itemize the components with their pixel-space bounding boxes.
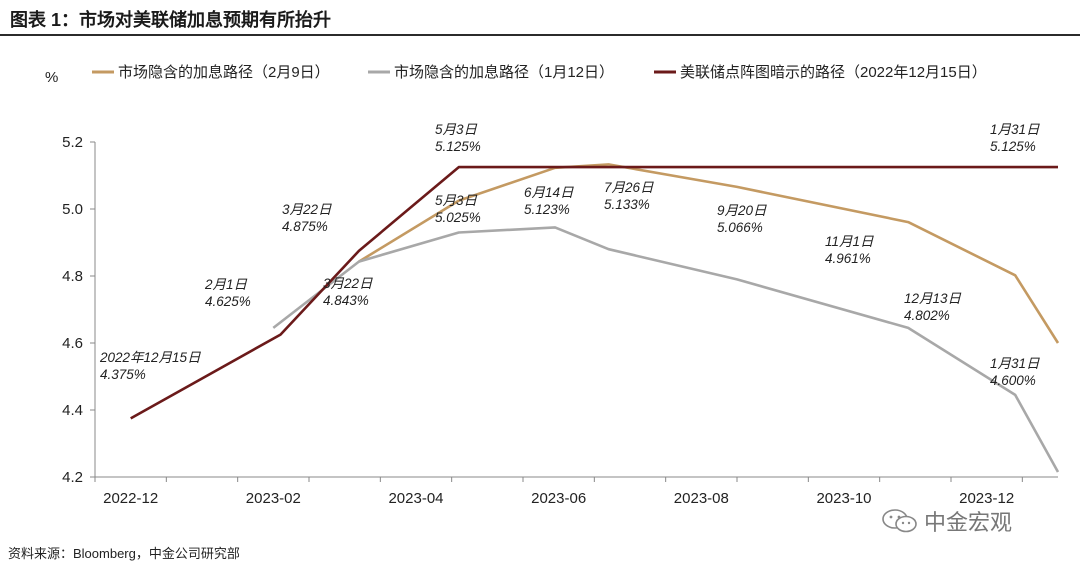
annotation-date: 1月31日	[990, 122, 1040, 137]
legend: 市场隐含的加息路径（2月9日） 市场隐含的加息路径（1月12日） 美联储点阵图暗示的…	[92, 64, 987, 81]
x-tick-label: 2023-04	[388, 490, 443, 507]
annotation-date: 7月26日	[604, 180, 654, 195]
x-tick-label: 2022-12	[103, 490, 158, 507]
legend-entry: 美联储点阵图暗示的路径（2022年12月15日）	[680, 64, 987, 81]
x-tick-label: 2023-06	[531, 490, 586, 507]
annotation-date: 5月3日	[435, 193, 478, 208]
legend-entry: 市场隐含的加息路径（1月12日）	[394, 64, 614, 81]
annotation-date: 6月14日	[524, 185, 574, 200]
title-divider	[0, 34, 1080, 36]
axes: 4.2 4.4 4.6 4.8 5.0 5.2 2022-12 2023-02 2023-04 2…	[62, 134, 1058, 507]
annotation-date: 11月1日	[825, 234, 874, 249]
y-tick-label: 4.2	[62, 469, 83, 486]
y-tick-label: 5.2	[62, 134, 83, 151]
watermark-text: 中金宏观	[924, 510, 1013, 535]
wechat-icon	[882, 509, 917, 533]
annotation-value: 4.961%	[825, 251, 871, 266]
annotation-value: 4.875%	[282, 219, 328, 234]
chart-title: 图表 1：市场对美联储加息预期有所抬升	[10, 10, 332, 30]
annotation-date: 5月3日	[435, 122, 478, 137]
y-tick-label: 4.6	[62, 335, 83, 352]
annotation-value: 4.375%	[100, 367, 146, 382]
annotation-date: 1月31日	[990, 356, 1040, 371]
annotation-value: 5.125%	[435, 139, 481, 154]
annotation-date: 3月22日	[323, 276, 373, 291]
annotation-value: 5.125%	[990, 139, 1036, 154]
annotation-value: 5.066%	[717, 220, 763, 235]
annotation-value: 5.133%	[604, 197, 650, 212]
annotation-value: 5.123%	[524, 202, 570, 217]
annotation-value: 4.843%	[323, 293, 369, 308]
watermark: 中金宏观	[880, 505, 1012, 537]
annotation-date: 2月1日	[204, 277, 248, 292]
annotation-value: 5.025%	[435, 210, 481, 225]
annotation-value: 4.802%	[904, 308, 950, 323]
annotation-date: 9月20日	[717, 203, 767, 218]
series-line-1	[358, 163, 1060, 344]
legend-entry: 市场隐含的加息路径（2月9日）	[118, 64, 330, 81]
annotation-date: 2022年12月15日	[99, 350, 201, 365]
annotation-value: 4.625%	[205, 294, 251, 309]
annotation-value: 4.600%	[990, 373, 1036, 388]
annotation-date: 3月22日	[282, 202, 332, 217]
y-tick-label: 5.0	[62, 201, 83, 218]
annotation-date: 12月13日	[904, 291, 962, 306]
series-line-2	[272, 226, 1060, 473]
series-line-3	[130, 165, 1058, 420]
series-lines	[130, 163, 1060, 473]
source-note: 资料来源：Bloomberg，中金公司研究部	[8, 546, 240, 561]
y-axis-label: %	[45, 69, 58, 86]
y-tick-label: 4.8	[62, 268, 83, 285]
x-tick-label: 2023-12	[959, 490, 1014, 507]
x-tick-label: 2023-08	[674, 490, 729, 507]
x-tick-label: 2023-02	[246, 490, 301, 507]
y-tick-label: 4.4	[62, 402, 83, 419]
annotations: 2022年12月15日 4.375% 2月1日 4.625% 3月22日 4.875% 3月…	[99, 122, 1040, 388]
x-tick-label: 2023-10	[816, 490, 871, 507]
